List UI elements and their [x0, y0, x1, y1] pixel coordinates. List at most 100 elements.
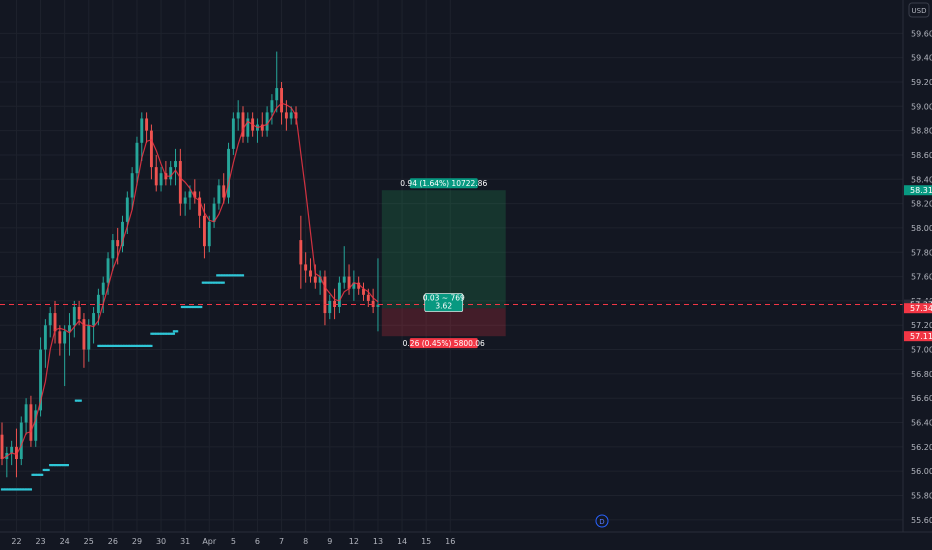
candle-body [376, 304, 380, 307]
support-dot [110, 344, 113, 348]
time-tick-label: 26 [108, 537, 118, 546]
support-dot [60, 464, 63, 467]
candle-body [198, 197, 202, 216]
support-dot [164, 332, 167, 335]
candle-body [92, 313, 96, 326]
support-dot [143, 344, 147, 348]
dividend-marker[interactable]: D [595, 514, 609, 528]
support-dot [214, 281, 217, 284]
candle-body [362, 288, 365, 295]
candle-body [111, 240, 115, 259]
moving-average-path [1, 102, 379, 460]
target-price-badge-box [904, 185, 932, 196]
candle-body [43, 325, 47, 350]
support-dot [76, 399, 79, 402]
support-dot [34, 473, 37, 476]
support-dot [2, 488, 5, 491]
support-dot [78, 399, 81, 402]
support-dot [190, 305, 193, 309]
candle-body [270, 100, 274, 113]
candle-body [352, 282, 356, 289]
time-tick-label: 24 [60, 537, 70, 546]
center-label-box [424, 293, 464, 312]
support-dot [193, 305, 196, 309]
support-dot [155, 332, 158, 335]
support-dot [123, 344, 126, 348]
support-dot [36, 473, 39, 476]
candle-body [304, 264, 308, 271]
support-dot [129, 344, 132, 348]
support-dot [139, 344, 142, 348]
candle-body [260, 124, 264, 131]
support-dot [15, 488, 18, 491]
support-dot [37, 473, 41, 476]
support-dot [219, 274, 222, 277]
support-dot [63, 464, 66, 467]
support-dot [124, 344, 127, 348]
support-dot [209, 281, 212, 284]
candle-body [246, 118, 250, 137]
support-dot [204, 281, 208, 284]
candle-body [188, 191, 192, 198]
candle-body [207, 221, 211, 247]
currency-button[interactable]: USD [908, 2, 930, 18]
support-dots-series [0, 274, 245, 491]
time-tick-label: 16 [445, 537, 455, 546]
support-dot [102, 344, 105, 348]
time-tick-label: 13 [373, 537, 383, 546]
support-dot [16, 488, 20, 491]
dividend-marker-label: D [599, 518, 604, 526]
candle-body [174, 161, 177, 168]
candle-body [125, 197, 129, 222]
support-dot [227, 274, 230, 277]
candle-body [63, 331, 67, 344]
support-dot [13, 488, 16, 491]
support-dot [97, 344, 100, 348]
candle-body [227, 148, 230, 198]
candle-body [299, 240, 303, 265]
support-dot [224, 274, 227, 277]
support-dot [66, 464, 69, 467]
support-dot [10, 488, 13, 491]
support-dot [203, 281, 206, 284]
support-dot [208, 281, 211, 284]
support-dot [217, 281, 220, 284]
candle-body [0, 434, 4, 460]
support-dot [41, 473, 44, 476]
price-tick-label: 57.20 [911, 321, 932, 330]
candle-body [178, 161, 182, 204]
candle-body [333, 300, 337, 307]
support-dot [49, 464, 52, 467]
price-tick-label: 58.80 [911, 127, 932, 136]
support-dot [20, 488, 23, 491]
price-axis[interactable] [903, 0, 932, 532]
stop-price-badge: 57.11 [910, 332, 932, 341]
support-dot [44, 468, 47, 472]
time-tick-label: 7 [279, 537, 284, 546]
support-dot [33, 473, 36, 476]
support-dot [169, 332, 172, 335]
time-tick-label: 14 [397, 537, 407, 546]
candle-body [39, 349, 43, 411]
time-axis[interactable] [0, 532, 932, 550]
profit-zone [381, 190, 506, 309]
candle-body [149, 130, 153, 168]
price-tick-label: 56.20 [911, 443, 932, 452]
candle-body [357, 282, 361, 289]
support-dot [233, 274, 237, 277]
support-dot [182, 305, 185, 309]
support-dot [147, 344, 150, 348]
support-dot [12, 488, 15, 491]
long-position-tool[interactable] [381, 190, 506, 337]
candle-body [313, 276, 317, 283]
entry-price-badge-box [904, 303, 932, 314]
price-tick-label: 56.80 [911, 370, 932, 379]
time-tick-label: 9 [327, 537, 332, 546]
support-dot [126, 344, 129, 348]
support-dot [217, 274, 220, 277]
candle-body [222, 185, 226, 198]
time-tick-label: 22 [11, 537, 21, 546]
